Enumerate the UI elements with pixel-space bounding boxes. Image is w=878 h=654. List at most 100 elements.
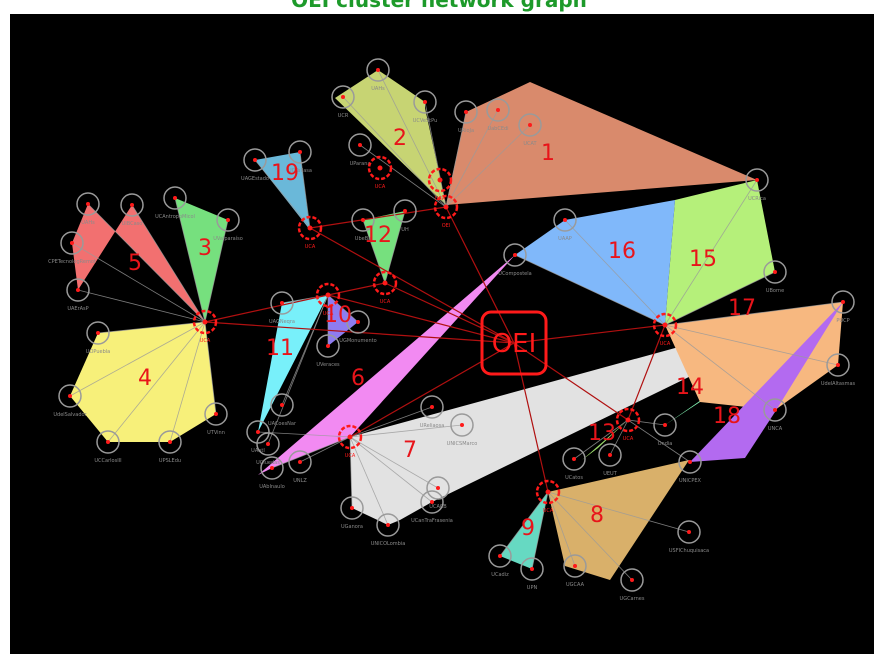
node[interactable]: PUCP [831,290,855,324]
edge [87,203,206,323]
node-ring [677,520,701,544]
cluster-polygon-3 [175,198,228,322]
node[interactable]: UGCAA [563,554,587,588]
node[interactable]: UValparaíso [213,208,243,242]
node[interactable]: UACoesNar [268,393,297,427]
node-dot [266,442,270,446]
edge [71,242,206,323]
center-node-box[interactable] [480,310,548,376]
center-node[interactable]: OEI [480,310,548,376]
node[interactable]: CPETecnologRemot [48,231,96,265]
node[interactable]: UVeraces [316,334,340,368]
cluster-polygons [70,70,843,580]
node-dot [253,158,257,162]
node[interactable]: UAHs [76,192,100,226]
node[interactable]: UPN [520,557,544,591]
node[interactable]: UAbInaulo [259,456,285,490]
node[interactable]: USFIChuquisaca [669,520,709,554]
node[interactable]: UCACB [426,476,450,510]
hub-node[interactable]: UCA [297,215,323,250]
node-label: UPSLEdu [159,458,181,464]
node[interactable]: UCanTraFrasenia [411,490,453,524]
node[interactable]: UBorne [763,260,787,294]
node[interactable]: UAGNeqra [269,291,295,325]
edge [169,321,206,443]
hub-label: UCA [200,338,211,344]
cluster-polygon-1 [446,82,757,205]
node[interactable]: UCompostela [498,243,532,277]
node[interactable]: UNICPEX [678,450,702,484]
node[interactable]: UdelSalvador [53,384,88,418]
hub-node[interactable]: UCA [652,312,678,347]
node[interactable]: UOPuebla [86,321,110,355]
node[interactable]: UCAntropoMicol [155,186,195,220]
cluster-polygon-15 [665,180,775,325]
edge [299,151,311,229]
node-ring [243,148,267,172]
node[interactable]: UPSLEdu [158,430,182,464]
node[interactable]: UReliaosa [420,395,445,429]
node[interactable]: UCIuedas [256,432,280,466]
node[interactable]: UGMonumento [339,310,377,344]
hub-node[interactable]: UCA [315,282,341,317]
node-ring [216,208,240,232]
node-dot [376,68,380,72]
node-ring [340,496,364,520]
node[interactable]: UNICOLombia [371,513,406,547]
hub-ring [433,194,459,220]
node[interactable]: URioJa [454,100,478,134]
node[interactable]: UNICSMarco [447,413,478,447]
node-ring [553,208,577,232]
hub-node[interactable]: UCA [192,309,218,344]
node[interactable]: UAGEstado [241,148,269,182]
hub-label: UCA [305,244,316,250]
node[interactable]: UParana [348,133,372,167]
hub-dot [625,417,631,423]
hub-node[interactable]: OEI [433,194,459,229]
hub-node[interactable]: UCA [427,167,453,202]
node-dot [430,500,434,504]
edges-layer [69,69,844,581]
node[interactable]: UGanora [340,496,364,530]
node[interactable]: UAAP [553,208,577,242]
hub-dot [662,322,668,328]
node[interactable]: UTVinn [204,402,228,436]
hub-node[interactable]: UCA [367,155,393,190]
hub-node[interactable]: UCA [535,479,561,514]
hub-node[interactable]: UCA [337,424,363,459]
node[interactable]: UNCA [763,398,787,432]
node[interactable]: UIBCaso [120,193,144,227]
node[interactable]: UEUT [598,443,622,477]
edge [445,124,531,208]
node[interactable]: Ondia [653,413,677,447]
node[interactable]: UbeBa [351,208,375,242]
node[interactable]: UCR [331,85,355,119]
node[interactable]: UCAT [518,113,542,147]
node-dot [430,405,434,409]
node-ring [204,402,228,426]
node[interactable]: UAErAsP [66,278,90,312]
cluster-number-15: 15 [689,247,717,272]
node[interactable]: UGCarnes [620,568,645,602]
node[interactable]: UdelAltasmas [821,353,856,387]
node-dot [460,423,464,427]
node-ring [158,430,182,454]
hub-node[interactable]: UCA [615,407,641,442]
edge [69,321,206,397]
node[interactable]: UCadiz [488,544,512,578]
node[interactable]: UCatos [562,447,586,481]
node[interactable]: UAntI [246,420,270,454]
node-label: USFIChuquisaca [669,548,709,554]
node[interactable]: UNLZ [288,450,312,484]
node[interactable]: UAHs [366,58,390,92]
node-ring [678,450,702,474]
node-label: UAHs [371,86,385,92]
node[interactable]: UCVeStPu [413,90,438,124]
node[interactable]: UH [393,199,417,233]
node[interactable]: UCCarlosIII [94,430,122,464]
node[interactable]: UabCEdi [486,98,510,132]
node[interactable]: UCRica [745,168,769,202]
node[interactable]: UCTallasa [288,140,312,174]
node-label: UParana [350,161,371,167]
hub-node[interactable]: UCA [372,270,398,305]
